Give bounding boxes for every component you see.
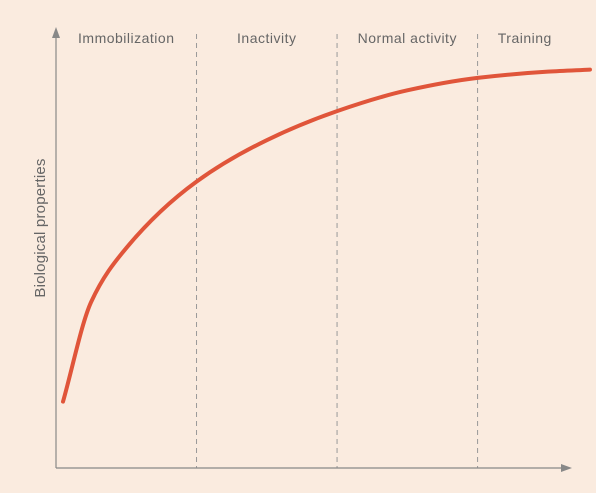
zone-label: Immobilization [78, 30, 174, 46]
series-line [61, 67, 592, 404]
y-axis-arrow [52, 27, 60, 38]
zone-dividers [196, 34, 479, 468]
x-axis-arrow [561, 464, 572, 472]
zone-labels: Immobilization Inactivity Normal activity T… [78, 30, 552, 46]
zone-label: Normal activity [358, 30, 457, 46]
zone-label: Training [498, 30, 552, 46]
axes [52, 27, 572, 472]
zone-label: Inactivity [237, 30, 296, 46]
y-axis-label: Biological properties [32, 158, 49, 297]
